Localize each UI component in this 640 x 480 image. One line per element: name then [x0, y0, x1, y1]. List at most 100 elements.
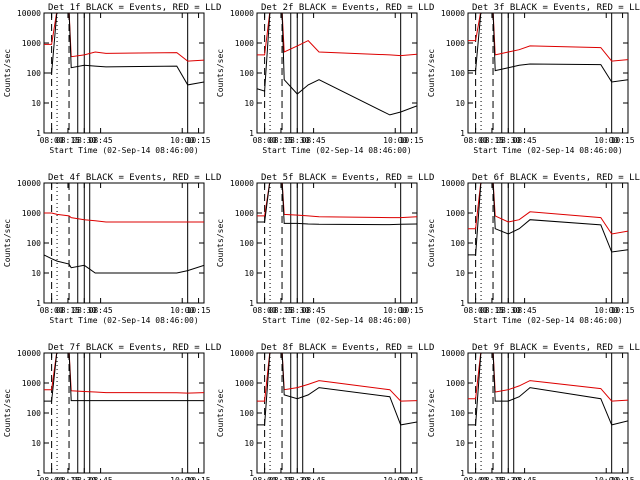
y-tick-label: 1000 — [235, 39, 254, 48]
y-tick-label: 1000 — [22, 39, 41, 48]
lld-series-line — [468, 13, 628, 62]
x-tick-label: 08:30 — [285, 476, 309, 480]
event-markers — [475, 13, 613, 133]
y-tick-label: 10 — [244, 269, 254, 278]
x-axis-label: Start Time (02-Sep-14 08:46:00) — [262, 146, 411, 155]
x-tick-label: 08:45 — [513, 306, 537, 315]
x-tick-label: 08:00 — [40, 306, 64, 315]
detector-panel: Det 5f BLACK = Events, RED = LLD Counts/s… — [216, 173, 434, 325]
y-tick-label: 10000 — [230, 349, 254, 358]
y-tick-label: 1 — [249, 469, 254, 478]
events-series-line — [468, 13, 628, 83]
y-axis-label: Counts/sec — [3, 219, 12, 267]
y-axis-label: Counts/sec — [427, 219, 436, 267]
x-tick-label: 10:00 — [383, 136, 407, 145]
x-tick-label: 08:15 — [480, 476, 504, 480]
x-tick-label: 08:15 — [56, 136, 80, 145]
y-tick-label: 10000 — [441, 9, 465, 18]
detector-panel: Det 3f BLACK = Events, RED = LLD Counts/s… — [427, 3, 640, 155]
plot-frame — [43, 352, 205, 474]
panel-title: Det 4f BLACK = Events, RED = LLD — [48, 173, 221, 183]
y-tick-label: 10000 — [17, 349, 41, 358]
y-axis-label: Counts/sec — [216, 219, 225, 267]
events-series-line — [257, 13, 417, 116]
events-series-line — [257, 353, 417, 426]
y-tick-label: 100 — [27, 69, 42, 78]
panel-title: Det 7f BLACK = Events, RED = LLD — [48, 343, 221, 353]
y-tick-label: 10 — [455, 99, 465, 108]
y-tick-label: 1 — [460, 299, 465, 308]
y-tick-label: 10000 — [441, 349, 465, 358]
event-markers — [51, 13, 189, 133]
lld-series-line — [44, 13, 204, 62]
y-tick-label: 10000 — [17, 179, 41, 188]
plot-frame — [256, 12, 418, 134]
detector-panel: Det 6f BLACK = Events, RED = LLD Counts/s… — [427, 173, 640, 325]
y-tick-label: 10000 — [441, 179, 465, 188]
x-tick-label: 08:15 — [56, 476, 80, 480]
events-series-line — [468, 353, 628, 426]
x-axis-label: Start Time (02-Sep-14 08:46:00) — [473, 316, 622, 325]
y-axis-label: Counts/sec — [3, 389, 12, 437]
plot-frame — [467, 352, 629, 474]
y-tick-label: 1000 — [235, 379, 254, 388]
x-tick-label: 10:15 — [611, 136, 635, 145]
x-tick-label: 08:00 — [40, 136, 64, 145]
event-markers — [264, 183, 402, 303]
detector-panel: Det 1f BLACK = Events, RED = LLD Counts/s… — [3, 3, 221, 155]
plot-frame — [43, 182, 205, 304]
x-tick-label: 10:00 — [594, 306, 618, 315]
plot-frame — [43, 12, 205, 134]
detector-panel: Det 4f BLACK = Events, RED = LLD Counts/s… — [3, 173, 221, 325]
plot-frame — [256, 352, 418, 474]
y-tick-label: 1 — [249, 299, 254, 308]
x-tick-label: 08:15 — [269, 136, 293, 145]
x-tick-label: 08:00 — [253, 136, 277, 145]
series-group — [257, 183, 417, 226]
y-tick-label: 100 — [451, 239, 466, 248]
plot-frame — [467, 12, 629, 134]
lld-series-line — [468, 353, 628, 402]
x-tick-label: 08:45 — [302, 136, 326, 145]
detector-panel: Det 7f BLACK = Events, RED = LLD Counts/s… — [3, 343, 221, 480]
x-tick-label: 10:15 — [187, 306, 211, 315]
x-tick-label: 10:00 — [383, 306, 407, 315]
x-tick-label: 10:00 — [594, 476, 618, 480]
x-tick-label: 10:00 — [383, 476, 407, 480]
y-tick-label: 100 — [27, 409, 42, 418]
series-group — [468, 353, 628, 426]
event-markers — [475, 183, 613, 303]
y-tick-label: 10 — [31, 269, 41, 278]
x-tick-label: 08:00 — [253, 476, 277, 480]
events-series-line — [468, 183, 628, 256]
panel-title: Det 8f BLACK = Events, RED = LLD — [261, 343, 434, 353]
y-tick-label: 1 — [460, 469, 465, 478]
series-group — [257, 13, 417, 116]
y-tick-label: 1000 — [446, 379, 465, 388]
x-tick-label: 08:45 — [89, 136, 113, 145]
y-tick-label: 10 — [455, 269, 465, 278]
event-markers — [264, 13, 402, 133]
x-tick-label: 10:00 — [170, 136, 194, 145]
y-tick-label: 10000 — [17, 9, 41, 18]
lld-series-line — [257, 353, 417, 402]
y-tick-label: 10 — [31, 99, 41, 108]
x-tick-label: 08:30 — [72, 136, 96, 145]
x-tick-label: 08:00 — [253, 306, 277, 315]
x-tick-label: 08:45 — [89, 306, 113, 315]
events-series-line — [44, 13, 204, 86]
event-markers — [51, 353, 189, 473]
x-tick-label: 08:45 — [513, 136, 537, 145]
x-tick-label: 10:15 — [611, 306, 635, 315]
panel-title: Det 6f BLACK = Events, RED = LLD — [472, 173, 640, 183]
y-tick-label: 10 — [31, 439, 41, 448]
x-tick-label: 08:00 — [464, 476, 488, 480]
y-tick-label: 10 — [244, 439, 254, 448]
y-tick-label: 100 — [27, 239, 42, 248]
x-tick-label: 10:00 — [170, 476, 194, 480]
x-tick-label: 08:00 — [464, 306, 488, 315]
series-group — [44, 212, 204, 274]
plot-frame — [467, 182, 629, 304]
x-axis-label: Start Time (02-Sep-14 08:46:00) — [49, 316, 198, 325]
